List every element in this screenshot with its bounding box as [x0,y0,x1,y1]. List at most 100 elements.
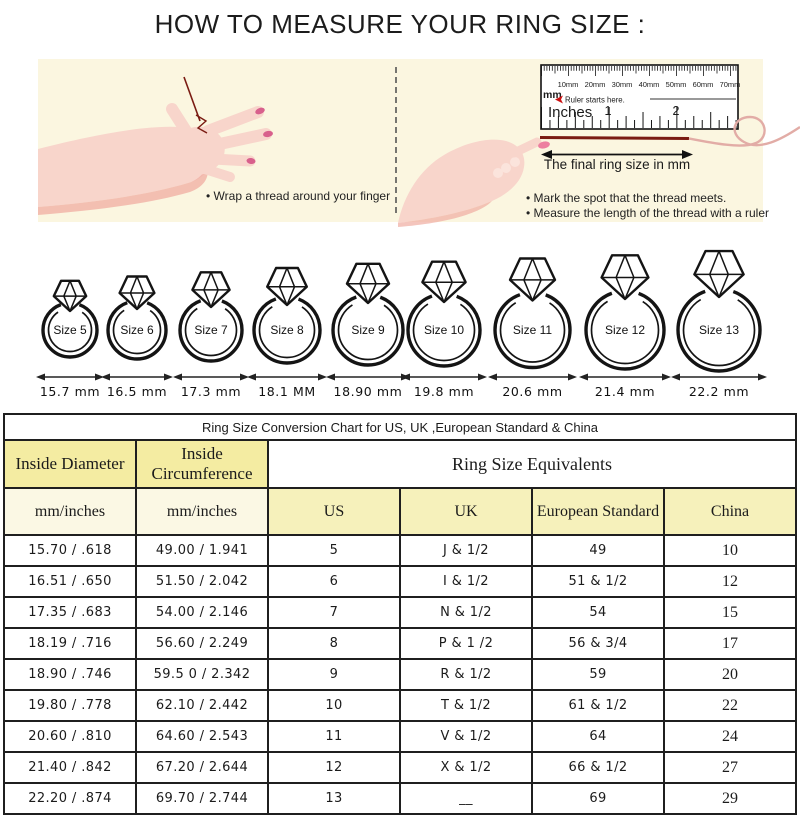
cell-us: 13 [267,782,401,815]
fingernail [246,157,256,165]
table-row: 17.35 / .683 54.00 / 2.146 7 N & 1/2 54 15 [3,596,797,629]
instruction-text: Measure the length of the thread with a … [533,206,770,220]
ruler: 10mm 20mm 30mm 40mm 50mm 60mm 70mm mm Ru… [540,64,740,130]
cell-european-standard: 49 [531,534,665,567]
cell-european-standard: 66 & 1/2 [531,751,665,784]
conversion-table-section: Ring Size Conversion Chart for US, UK ,E… [3,413,797,815]
thread-wrap [195,114,208,134]
cell-us: 9 [267,658,401,691]
cell-inside-diameter: 16.51 / .650 [3,565,137,598]
cell-china: 24 [663,720,797,753]
arrow-right-head [318,373,327,381]
cell-china: 10 [663,534,797,567]
ring-size-figure: Size 9 18.90 mm [323,240,413,410]
diamond-icon [266,266,308,307]
diamond-icon [52,279,88,313]
bullet-icon: • [526,206,531,220]
ring-diameter-label: 22.2 mm [689,384,749,399]
cell-us: 5 [267,534,401,567]
ring-band-inner [258,301,316,359]
ring-diameter-label: 18.1 MM [258,384,316,399]
cell-inside-circumference: 62.10 / 2.442 [135,689,269,722]
cell-uk: V & 1/2 [399,720,533,753]
forearm-shadow [38,167,208,215]
instruction-line: • Mark the spot that the thread meets. [526,191,769,206]
arrow-left-head [326,373,335,381]
arrow-left-head [488,373,497,381]
table-title: Ring Size Conversion Chart for US, UK ,E… [3,413,797,441]
arrow-left-head [541,150,552,159]
index-finger-shape [202,106,264,137]
pointing-arm-shadow [398,201,492,227]
instruction-text: Mark the spot that the thread meets. [533,191,727,205]
ruler-start-marker-icon [555,95,563,104]
ring-band-inner [184,303,238,357]
ring-size-figure: Size 6 16.5 mm [98,240,176,410]
ruler-body [540,64,739,130]
middle-finger-shape [209,128,272,151]
bullet-icon: • [206,189,211,203]
ruler-mm-label: 10mm [558,80,579,89]
ring-band-inner [112,305,162,355]
cell-inside-diameter: 20.60 / .810 [3,720,137,753]
arrow-right-head [682,150,693,159]
cell-inside-diameter: 18.19 / .716 [3,627,137,660]
instruction-line: • Measure the length of the thread with … [526,206,769,221]
instruction-wrap-thread: • Wrap a thread around your finger [206,189,390,203]
cell-china: 17 [663,627,797,660]
cell-european-standard: 64 [531,720,665,753]
arrow-right-head [164,373,173,381]
ring-band-outer [178,297,244,363]
instruction-measure: • Mark the spot that the thread meets. •… [526,191,769,221]
ring-band-outer [252,295,322,365]
subheader-european-standard: European Standard [531,487,665,536]
instruction-text: Wrap a thread around your finger [213,189,391,203]
cell-uk: J & 1/2 [399,534,533,567]
ruler-mm-ticks [541,66,737,76]
ring-band-outer [676,287,762,373]
table-row: 15.70 / .618 49.00 / 1.941 5 J & 1/2 49 10 [3,534,797,567]
cell-inside-diameter: 19.80 / .778 [3,689,137,722]
knuckle-bump [510,157,520,167]
table-row: 20.60 / .810 64.60 / 2.543 11 V & 1/2 64 24 [3,720,797,753]
ring-size-figure: Size 7 17.3 mm [170,240,252,410]
arrow-right-head [240,373,249,381]
cell-uk: T & 1/2 [399,689,533,722]
ring-size-label: Size 11 [513,323,552,337]
pointing-finger-shape [509,137,542,158]
table-row: 18.19 / .716 56.60 / 2.249 8 P & 1 /2 56 & 3… [3,627,797,660]
cell-inside-circumference: 64.60 / 2.543 [135,720,269,753]
ring-size-label: Size 9 [351,323,385,337]
ring-size-figure: Size 8 18.1 MM [244,240,330,410]
ring-diameter-label: 17.3 mm [181,384,241,399]
ruler-mm-label: 30mm [612,80,633,89]
ruler-inch-ticks [541,107,737,128]
subheader-inside-diameter-unit: mm/inches [3,487,137,536]
cell-us: 7 [267,596,401,629]
ring-size-figure: Size 12 21.4 mm [576,240,674,410]
diamond-icon [600,254,650,301]
cell-china: 27 [663,751,797,784]
cell-china: 12 [663,565,797,598]
arrow-right-head [568,373,577,381]
ruler-mm-label: 20mm [585,80,606,89]
cell-european-standard: 51 & 1/2 [531,565,665,598]
cell-us: 11 [267,720,401,753]
ring-band-inner [499,297,566,363]
arrow-right-head [95,373,104,381]
ring-diameter-label: 19.8 mm [414,384,474,399]
ring-size-label: Size 6 [120,323,154,337]
ring-band-outer [106,299,168,361]
thread-line [183,76,201,122]
cell-us: 10 [267,689,401,722]
ring-size-figure: Size 11 20.6 mm [485,240,580,410]
cell-china: 15 [663,596,797,629]
ring-size-label: Size 5 [53,323,87,337]
ring-diameter-label: 15.7 mm [40,384,100,399]
arrow-left-head [173,373,182,381]
fingernail [255,107,265,115]
table-row: Ring Size Conversion Chart for US, UK ,E… [3,413,797,441]
ring-size-label: Size 13 [699,323,739,337]
page-title: HOW TO MEASURE YOUR RING SIZE : [154,9,646,39]
